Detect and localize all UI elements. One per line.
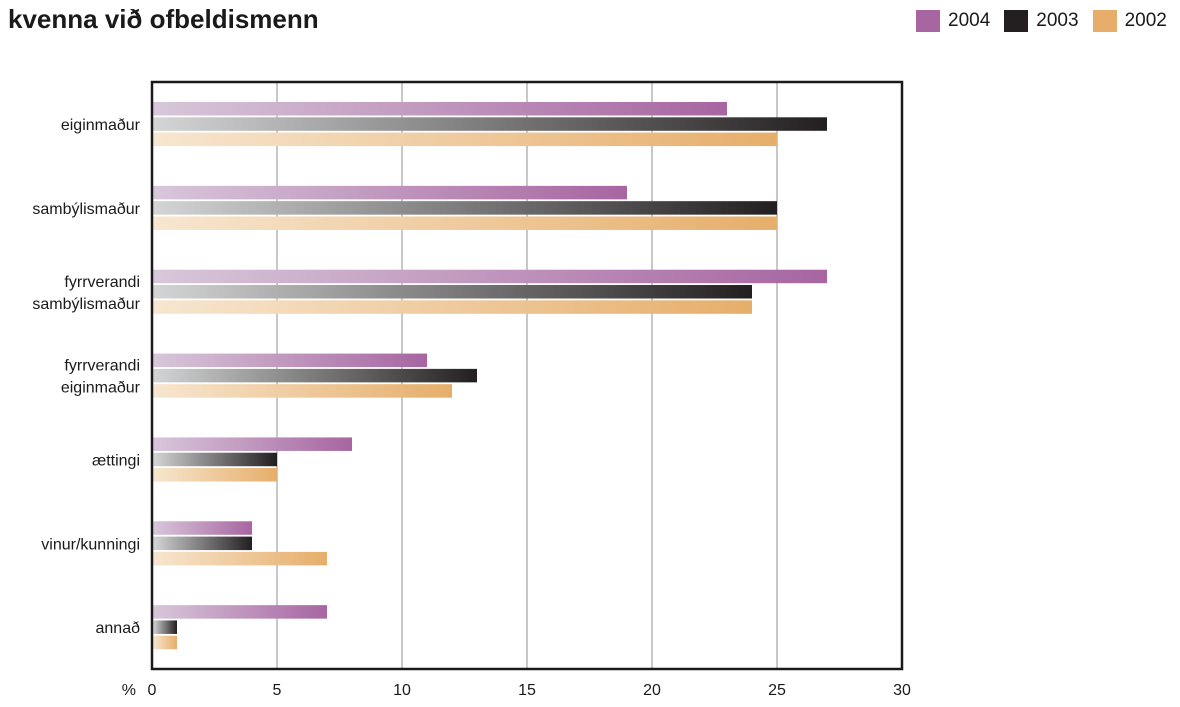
bars xyxy=(153,102,827,650)
legend-swatch-2002 xyxy=(1092,10,1117,32)
legend-swatch-2004 xyxy=(916,10,940,32)
bar-2003 xyxy=(153,285,752,299)
x-tick-label: 5 xyxy=(273,682,282,699)
bar-2002 xyxy=(153,132,777,147)
bar-2004 xyxy=(153,521,252,535)
bar-2004 xyxy=(153,437,352,451)
category-label: annað xyxy=(96,620,141,637)
legend-label-2002: 2002 xyxy=(1124,10,1167,31)
legend-item-2004: 2004 xyxy=(916,10,990,32)
bar-2003 xyxy=(153,536,252,551)
legend-item-2003: 2003 xyxy=(1004,10,1079,32)
x-tick-label: 25 xyxy=(768,682,786,699)
chart-title: kvenna við ofbeldismenn xyxy=(8,4,319,34)
bar-2002 xyxy=(153,551,327,566)
bar-2003 xyxy=(153,201,777,215)
bar-2004 xyxy=(153,605,327,619)
category-label: eiginmaður xyxy=(61,117,141,134)
bar-2004 xyxy=(153,269,827,284)
x-tick-label: 0 xyxy=(148,682,157,699)
bar-2003 xyxy=(153,620,177,634)
x-tick-label: 30 xyxy=(893,682,911,699)
x-tick-label: 20 xyxy=(643,682,661,699)
category-label: eiginmaður xyxy=(61,380,141,397)
category-label: fyrrverandi xyxy=(64,274,140,291)
category-labels: eiginmaður sambýlismaður fyrrverandi sambýl… xyxy=(32,117,140,637)
x-tick-label: 15 xyxy=(518,682,536,699)
bar-2002 xyxy=(153,300,752,314)
category-label: vinur/kunningi xyxy=(41,536,140,553)
x-unit-label: % xyxy=(122,682,136,699)
x-tick-label: 10 xyxy=(393,682,411,699)
bar-2004 xyxy=(153,102,727,116)
category-label: ættingi xyxy=(92,452,140,469)
plot-frame xyxy=(150,80,904,671)
legend-item-2002: 2002 xyxy=(1092,10,1167,32)
legend-label-2003: 2003 xyxy=(1036,10,1079,31)
category-label: sambýlismaður xyxy=(32,201,140,218)
bar-2002 xyxy=(153,216,777,230)
bar-2003 xyxy=(153,368,477,383)
legend-label-2004: 2004 xyxy=(948,10,991,31)
chart-legend: 2004 2003 2002 xyxy=(916,10,1180,32)
bar-2004 xyxy=(153,353,427,368)
bar-2003 xyxy=(153,117,827,131)
x-axis-ticks: 0 5 10 15 20 25 30% xyxy=(122,682,911,699)
bar-2002 xyxy=(153,384,452,398)
category-label: fyrrverandi xyxy=(64,358,140,375)
bar-2002 xyxy=(153,635,177,650)
bar-2003 xyxy=(153,452,277,467)
bar-2002 xyxy=(153,468,277,482)
bar-2004 xyxy=(153,185,627,200)
category-label: sambýlismaður xyxy=(32,296,140,313)
legend-swatch-2003 xyxy=(1004,10,1029,32)
